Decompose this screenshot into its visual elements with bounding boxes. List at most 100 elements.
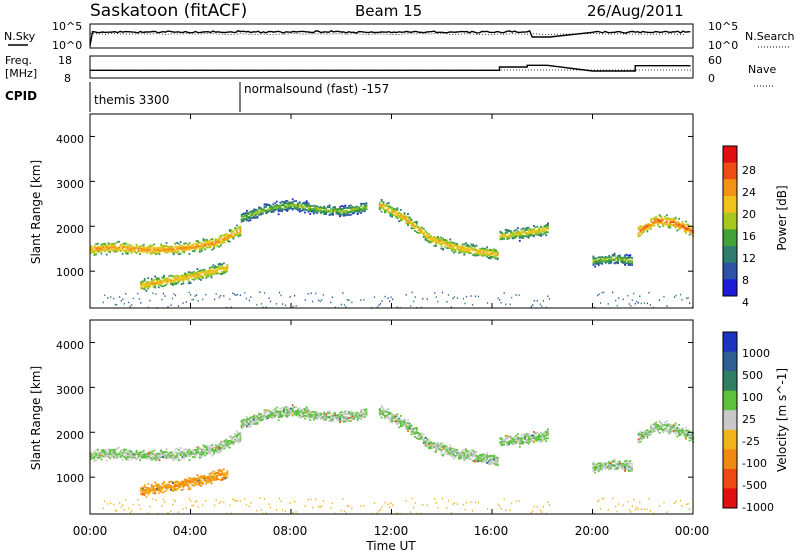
- power-cell: [163, 285, 165, 287]
- velocity-cell: [326, 412, 329, 415]
- velocity-cell: [222, 475, 225, 477]
- velocity-cell: [387, 415, 390, 417]
- velocity-cell: [412, 432, 415, 435]
- velocity-cell: [305, 409, 308, 411]
- velocity-cell: [236, 430, 238, 433]
- velocity-cell: [118, 446, 120, 449]
- power-cell: [244, 215, 247, 217]
- power-cell: [283, 201, 285, 204]
- power-cell: [222, 270, 225, 273]
- velocity-cell: [95, 456, 98, 458]
- velocity-cell: [230, 442, 233, 445]
- power-cell: [191, 278, 194, 280]
- power-cell: [172, 253, 175, 256]
- power-cell: [95, 247, 98, 250]
- velocity-cell: [396, 418, 399, 421]
- velocity-cell: [232, 437, 235, 440]
- power-cell: [191, 271, 194, 274]
- power-cell: [618, 255, 621, 258]
- velocity-cell: [194, 483, 197, 486]
- velocity-cell: [193, 484, 195, 487]
- power-cell: [250, 296, 252, 298]
- velocity-cell: [150, 488, 153, 491]
- power-cell: [412, 226, 415, 229]
- power-cell: [486, 253, 488, 255]
- velocity-cell: [256, 422, 259, 425]
- power-cell: [253, 210, 255, 212]
- power-cell: [365, 207, 368, 209]
- velocity-cell: [234, 433, 236, 435]
- power-cell: [180, 274, 183, 277]
- velocity-cell: [149, 491, 151, 494]
- power-cell: [189, 271, 192, 274]
- velocity-cell: [163, 450, 166, 453]
- power-cell: [627, 262, 630, 264]
- power-cell: [192, 246, 194, 249]
- power-cell: [477, 252, 480, 255]
- power-cell: [221, 239, 224, 241]
- power-cell: [98, 246, 101, 248]
- power-cell: [196, 274, 199, 276]
- power-cell: [520, 228, 523, 231]
- velocity-cell: [246, 422, 248, 425]
- power-cell: [112, 244, 115, 247]
- power-cell: [407, 213, 409, 215]
- power-cell: [403, 216, 406, 219]
- power-cbar-tick-12: 12: [742, 252, 756, 265]
- power-cell: [323, 205, 326, 208]
- velocity-cell: [104, 455, 106, 458]
- velocity-cell: [283, 411, 285, 414]
- power-cell: [655, 221, 658, 224]
- power-cell: [187, 271, 190, 273]
- power-cell: [442, 247, 445, 250]
- power-cell: [482, 254, 485, 257]
- power-cell: [139, 246, 141, 249]
- power-cell: [318, 210, 320, 213]
- velocity-cell: [199, 454, 201, 457]
- velocity-cell: [225, 438, 228, 441]
- power-cell: [144, 247, 147, 250]
- power-cell: [440, 239, 443, 241]
- power-cell: [272, 210, 275, 213]
- velocity-cell: [339, 421, 341, 424]
- power-cell: [275, 208, 278, 211]
- velocity-cell: [344, 419, 347, 421]
- power-cell: [230, 230, 233, 233]
- power-cell: [426, 232, 429, 234]
- velocity-cell: [148, 453, 150, 456]
- power-cell: [611, 258, 614, 261]
- velocity-cell: [207, 481, 209, 484]
- power-cell: [216, 240, 219, 243]
- power-cell: [664, 221, 666, 224]
- velocity-cell: [220, 443, 222, 446]
- power-cell: [531, 228, 533, 231]
- velocity-cell: [346, 415, 349, 418]
- power-cell: [594, 261, 597, 264]
- power-cell: [142, 287, 144, 290]
- velocity-cell: [268, 415, 271, 418]
- power-cell: [669, 222, 672, 225]
- power-cell: [186, 244, 189, 247]
- power-cell: [182, 275, 185, 277]
- power-cell: [210, 273, 213, 276]
- power-cell: [220, 295, 222, 297]
- velocity-cell: [107, 452, 110, 455]
- power-cell: [157, 286, 160, 289]
- power-cell: [671, 221, 673, 224]
- velocity-cell: [147, 490, 150, 493]
- velocity-cell: [260, 419, 262, 421]
- power-cell: [90, 250, 92, 253]
- power-cell: [594, 265, 597, 268]
- velocity-cell: [378, 408, 381, 410]
- power-cell: [205, 273, 208, 276]
- velocity-cell: [353, 418, 356, 420]
- velocity-cell: [297, 408, 299, 411]
- power-cell: [192, 250, 194, 252]
- velocity-cell: [188, 449, 191, 452]
- velocity-cell: [217, 471, 220, 474]
- velocity-cell: [210, 475, 213, 477]
- power-cell: [545, 234, 548, 237]
- velocity-cell: [143, 489, 146, 492]
- power-cell: [339, 215, 341, 218]
- power-cell: [309, 210, 312, 213]
